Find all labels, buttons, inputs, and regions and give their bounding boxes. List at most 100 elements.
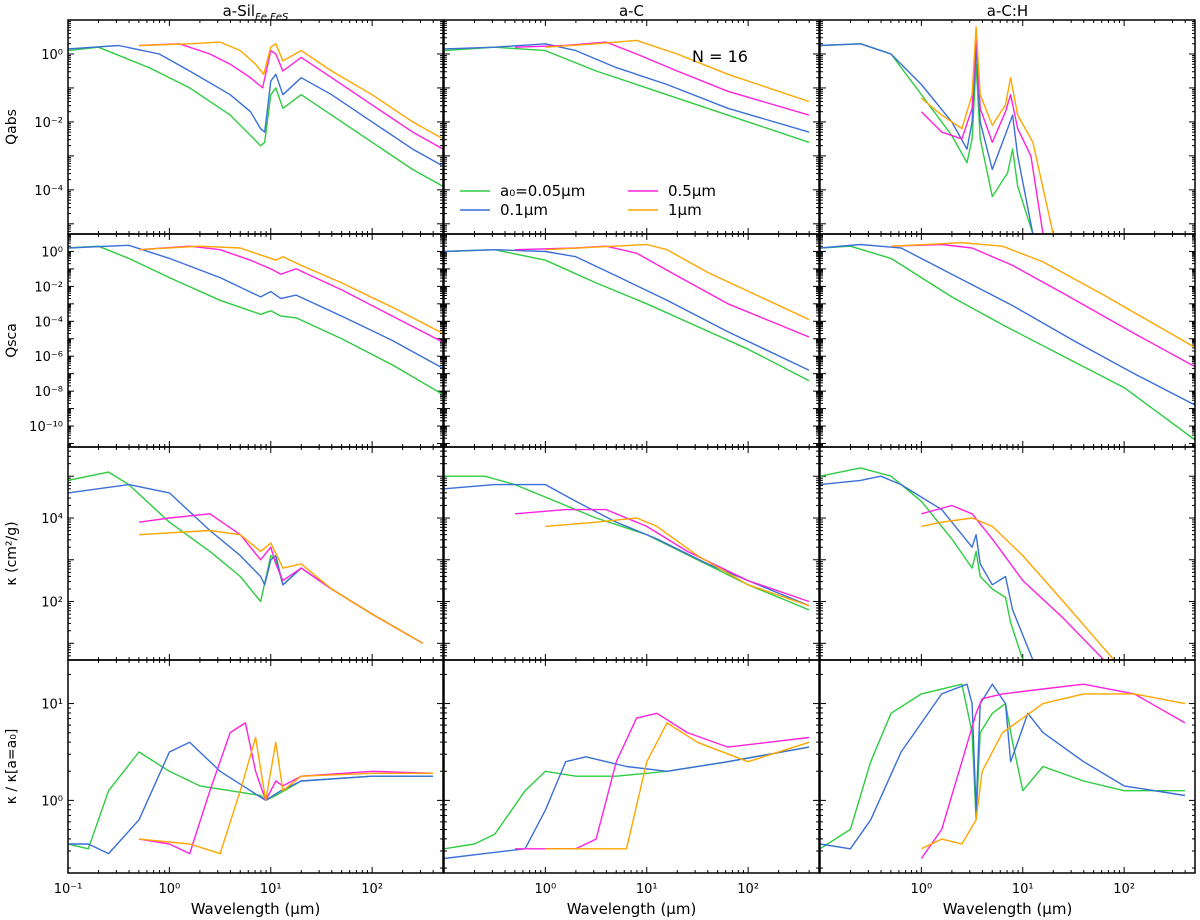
series-0.1um bbox=[68, 244, 443, 370]
panel-curves bbox=[820, 683, 1186, 859]
series-1um bbox=[138, 245, 443, 335]
panel-frame bbox=[67, 659, 444, 874]
legend: a₀=0.05μm 0.1μm 0.5μm 1μm bbox=[460, 182, 716, 219]
x-tick-label: 10² bbox=[1113, 882, 1135, 897]
series-0.1um bbox=[68, 44, 443, 167]
series-1um bbox=[138, 529, 424, 644]
series-1um bbox=[545, 722, 810, 850]
legend-label-1: 0.1μm bbox=[500, 201, 548, 219]
series-0.5um bbox=[515, 712, 810, 850]
panel-curves bbox=[444, 712, 810, 860]
x-tick-label: 10⁻¹ bbox=[54, 882, 83, 897]
x-tick-label: 10⁰ bbox=[910, 882, 932, 897]
series-1um bbox=[545, 39, 810, 103]
series-0.5um bbox=[921, 504, 1105, 660]
ylabel-row-1: Qsca bbox=[4, 323, 20, 358]
series-1um bbox=[921, 517, 1115, 660]
series-0.1um bbox=[68, 741, 433, 855]
series-a0=0.05um bbox=[820, 43, 1034, 234]
column-title-2: a-C:H bbox=[987, 2, 1028, 20]
panel-r3-c2: 10⁰ 10¹ 10² bbox=[819, 659, 1196, 897]
y-tick-label: 10⁻⁴ bbox=[34, 184, 63, 199]
series-0.5um bbox=[920, 32, 1044, 234]
panel-r1-c1 bbox=[443, 233, 820, 448]
y-tick-label: 10⁰ bbox=[41, 794, 63, 809]
panels-layer: a-SilFe,FeS a-C a-C:H Qabs Qsca κ (cm²/g) κ / … bbox=[4, 2, 1196, 918]
legend-label-2: 0.5μm bbox=[668, 182, 716, 200]
series-0.1um bbox=[68, 483, 424, 644]
panel-r2-c1 bbox=[443, 446, 820, 661]
panel-curves bbox=[68, 722, 434, 855]
series-a0=0.05um bbox=[444, 46, 810, 143]
legend-label-3: 1μm bbox=[668, 201, 702, 219]
ylabel-row-3: κ / κ[a=a₀] bbox=[4, 729, 20, 805]
series-a0=0.05um bbox=[820, 683, 1185, 850]
series-1um bbox=[890, 242, 1195, 349]
panel-curves bbox=[820, 26, 1054, 234]
panel-frame bbox=[819, 233, 1196, 448]
series-a0=0.05um bbox=[444, 475, 810, 611]
panel-frame bbox=[819, 446, 1196, 661]
panel-curves bbox=[444, 243, 810, 382]
y-tick-label: 10⁻⁴ bbox=[34, 315, 63, 330]
xlabel-col-2: Wavelength (μm) bbox=[943, 900, 1073, 918]
panel-r0-c0: 10⁰ 10⁻² 10⁻⁴ bbox=[34, 19, 444, 235]
series-a0=0.05um bbox=[68, 46, 443, 188]
panel-r3-c0: 10¹ 10⁰ 10⁻¹ 10⁰ 10¹ 10² bbox=[41, 659, 444, 897]
column-title-0: a-SilFe,FeS bbox=[223, 2, 289, 23]
panel-r1-c0: 10⁰ 10⁻² 10⁻⁴ 10⁻⁶ 10⁻⁸ 10⁻¹⁰ bbox=[29, 233, 444, 448]
series-1um bbox=[138, 41, 443, 140]
panel-curves bbox=[820, 467, 1115, 660]
y-tick-label: 10¹ bbox=[41, 698, 63, 713]
series-a0=0.05um bbox=[820, 245, 1195, 441]
series-0.5um bbox=[514, 508, 810, 603]
panel-r1-c2 bbox=[819, 233, 1196, 448]
panel-curves bbox=[444, 475, 810, 611]
panel-r0-c2 bbox=[819, 19, 1196, 235]
y-tick-label: 10⁻⁸ bbox=[34, 385, 63, 400]
series-a0=0.05um bbox=[820, 467, 1024, 660]
panel-frame bbox=[67, 233, 444, 448]
column-title-1: a-C bbox=[619, 2, 644, 20]
series-0.5um bbox=[890, 243, 1195, 368]
series-a0=0.05um bbox=[444, 746, 810, 850]
x-tick-label: 10⁰ bbox=[158, 882, 180, 897]
series-a0=0.05um bbox=[68, 245, 443, 396]
series-0.5um bbox=[138, 245, 443, 343]
series-0.5um bbox=[514, 41, 810, 116]
series-a0=0.05um bbox=[68, 751, 433, 850]
series-a0=0.05um bbox=[68, 471, 424, 644]
x-tick-label: 10¹ bbox=[260, 882, 282, 897]
panel-r2-c0: 10⁴ 10² bbox=[41, 446, 444, 661]
panel-frame bbox=[443, 446, 820, 661]
annotation-n: N = 16 bbox=[692, 47, 748, 66]
panel-frame bbox=[443, 233, 820, 448]
panel-r0-c1 bbox=[443, 19, 820, 235]
panel-frame bbox=[67, 19, 444, 235]
series-0.5um bbox=[920, 683, 1186, 859]
x-tick-label: 10⁰ bbox=[534, 882, 556, 897]
xlabel-col-0: Wavelength (μm) bbox=[191, 900, 321, 918]
y-tick-label: 10⁻¹⁰ bbox=[29, 420, 63, 435]
panel-frame bbox=[443, 659, 820, 874]
x-tick-label: 10² bbox=[361, 882, 383, 897]
x-tick-label: 10¹ bbox=[636, 882, 658, 897]
series-1um bbox=[920, 26, 1054, 234]
x-tick-label: 10² bbox=[737, 882, 759, 897]
ylabel-row-2: κ (cm²/g) bbox=[4, 521, 20, 585]
panel-r3-c1: 10⁰ 10¹ 10² bbox=[443, 659, 820, 897]
series-1um bbox=[545, 517, 810, 607]
series-0.1um bbox=[820, 43, 1034, 234]
y-tick-label: 10⁻⁶ bbox=[34, 350, 63, 365]
panel-curves bbox=[68, 244, 443, 396]
panel-frame bbox=[819, 659, 1196, 874]
y-tick-label: 10² bbox=[41, 596, 63, 611]
series-0.5um bbox=[514, 245, 810, 338]
y-tick-label: 10⁰ bbox=[41, 48, 63, 63]
y-tick-label: 10⁻² bbox=[34, 280, 63, 295]
y-tick-label: 10⁻² bbox=[34, 116, 63, 131]
series-1um bbox=[545, 243, 810, 321]
y-tick-label: 10⁰ bbox=[41, 245, 63, 260]
y-tick-label: 10⁴ bbox=[41, 512, 63, 527]
